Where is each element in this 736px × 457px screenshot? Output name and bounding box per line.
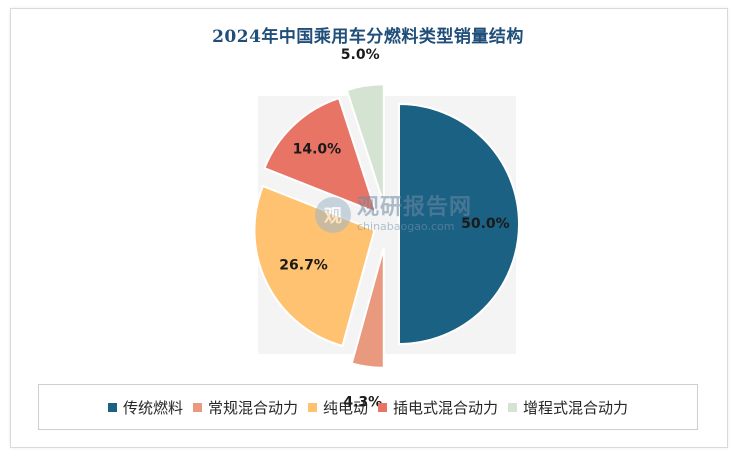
pie-slice-5 [345,83,385,205]
chart-legend: 传统燃料 常规混合动力 纯电动 插电式混合动力 增程式混合动力 [38,384,698,430]
legend-item-5: 增程式混合动力 [508,397,628,418]
legend-label-1: 传统燃料 [122,398,183,417]
legend-label-4: 插电式混合动力 [393,398,499,417]
data-label-3: 26.7% [279,258,328,274]
pie-slice-4 [263,96,378,215]
legend-item-1: 传统燃料 [107,397,183,418]
legend-swatch-1 [107,402,117,412]
legend-label-5: 增程式混合动力 [523,398,629,417]
legend-item-3: 纯电动 [307,397,368,418]
pie-slice-2 [350,247,385,369]
legend-label-2: 常规混合动力 [207,398,298,417]
watermark-name: 观研报告网 [357,195,473,220]
legend-item-2: 常规混合动力 [192,397,298,418]
legend-label-3: 纯电动 [322,398,368,417]
legend-swatch-4 [378,402,387,412]
legend-item-4: 插电式混合动力 [378,397,498,418]
chart-title: 2024年中国乘用车分燃料类型销量结构 [212,27,524,47]
pie-slice-1 [398,102,520,346]
legend-swatch-2 [192,402,202,412]
data-label-2: 4.3% [343,394,382,410]
data-label-4: 14.0% [293,141,342,157]
data-label-1: 50.0% [461,216,510,232]
legend-swatch-5 [508,402,518,412]
data-label-5: 5.0% [341,47,380,63]
watermark: 观 观研报告网 chinabaogao.com [315,196,472,233]
watermark-url: chinabaogao.com [357,220,455,233]
legend-swatch-3 [307,402,317,412]
watermark-logo: 观 [315,196,351,233]
